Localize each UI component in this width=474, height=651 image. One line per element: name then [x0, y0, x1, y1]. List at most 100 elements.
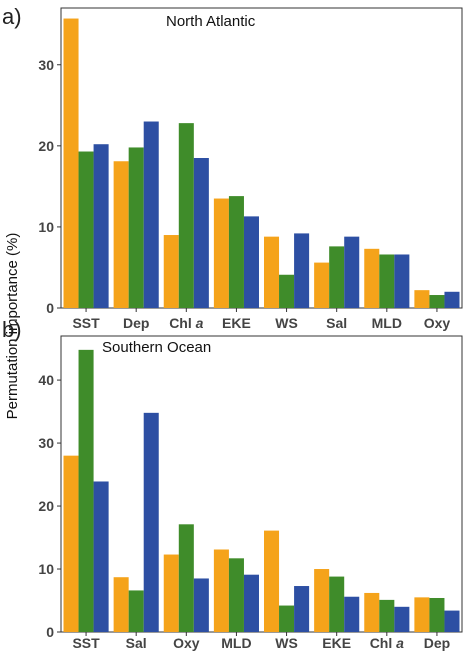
y-tick-label: 30 — [38, 435, 54, 451]
bar-sst-s2 — [78, 151, 94, 308]
x-tick-label-text: Sal — [326, 315, 347, 331]
bar-eke-s1 — [213, 198, 229, 308]
x-tick-label-italic: a — [196, 315, 204, 331]
bar-oxy-s2 — [429, 295, 445, 308]
bar-oxy-s3 — [193, 578, 209, 632]
x-tick-label: WS — [275, 635, 298, 651]
x-tick-label-italic: a — [396, 635, 404, 651]
y-tick-label: 20 — [38, 498, 54, 514]
x-tick-label: Sal — [126, 635, 147, 651]
bar-sal-s1 — [314, 262, 330, 308]
plot-frame — [60, 7, 463, 309]
x-tick-label: Oxy — [173, 635, 200, 651]
x-tick-label: Sal — [326, 315, 347, 331]
bar-mld-s2 — [379, 254, 395, 308]
bar-oxy-s3 — [444, 291, 460, 308]
x-tick-label: Dep — [123, 315, 149, 331]
x-tick-label: MLD — [372, 315, 402, 331]
x-tick-label-text: EKE — [322, 635, 351, 651]
bar-sal-s2 — [329, 246, 345, 308]
x-tick-label: MLD — [221, 635, 251, 651]
bar-sal-s3 — [143, 412, 159, 632]
bar-sst-s1 — [63, 18, 79, 309]
bar-oxy-s1 — [414, 290, 430, 308]
x-tick-label: Chl a — [169, 315, 203, 331]
bar-mld-s3 — [243, 574, 259, 632]
x-tick-label: Dep — [424, 635, 450, 651]
bar-dep-s2 — [128, 147, 144, 308]
bar-ws-s2 — [279, 605, 295, 632]
y-tick-label: 40 — [38, 372, 54, 388]
x-tick-label: EKE — [222, 315, 251, 331]
panel-b: b) Southern Ocean 0 10 20 30 40 SST Sal Oxy MLD WS E… — [2, 317, 463, 651]
bar-dep-s1 — [414, 597, 430, 632]
x-tick-label-text: Oxy — [424, 315, 451, 331]
bar-chl-a-s2 — [178, 123, 194, 308]
x-tick-label: SST — [72, 635, 100, 651]
y-tick-label: 30 — [38, 57, 54, 73]
bar-eke-s2 — [329, 576, 345, 632]
bar-sal-s3 — [344, 236, 360, 308]
x-tick-label-text: Dep — [424, 635, 450, 651]
x-tick-label-text: Sal — [126, 635, 147, 651]
bar-chl-a-s3 — [394, 606, 410, 632]
x-tick-label: SST — [72, 315, 100, 331]
x-tick-label-text: MLD — [221, 635, 251, 651]
bar-sst-s1 — [63, 455, 79, 632]
x-tick-label-text: Dep — [123, 315, 149, 331]
bar-sst-s2 — [78, 349, 94, 632]
bar-dep-s2 — [429, 597, 445, 632]
bar-eke-s3 — [243, 216, 259, 308]
plot-frame — [60, 335, 463, 633]
bar-sst-s3 — [93, 144, 109, 308]
x-tick-label-text: Oxy — [173, 635, 200, 651]
x-tick-label: WS — [275, 315, 298, 331]
bar-ws-s1 — [264, 236, 280, 308]
x-tick-label-text: MLD — [372, 315, 402, 331]
bar-chl-a-s3 — [193, 158, 209, 308]
bar-eke-s1 — [314, 569, 330, 632]
bar-ws-s2 — [279, 274, 295, 308]
x-tick-label-text: SST — [72, 635, 100, 651]
x-tick-label-text: Chl — [169, 315, 195, 331]
y-tick-label: 10 — [38, 561, 54, 577]
bar-ws-s1 — [264, 530, 280, 632]
y-tick-label: 0 — [46, 624, 54, 640]
bar-sst-s3 — [93, 481, 109, 632]
bar-ws-s3 — [294, 233, 310, 308]
y-axis-label: Permutation importance (%) — [4, 233, 21, 420]
bar-chl-a-s1 — [364, 592, 380, 632]
panel-letter: b) — [2, 317, 22, 342]
x-tick-label: Oxy — [424, 315, 451, 331]
bar-chl-a-s1 — [163, 235, 179, 308]
x-tick-label-text: WS — [275, 635, 298, 651]
x-tick-label-text: EKE — [222, 315, 251, 331]
panel-letter: a) — [2, 4, 22, 29]
y-tick-label: 20 — [38, 138, 54, 154]
bar-oxy-s2 — [178, 524, 194, 632]
bar-ws-s3 — [294, 586, 310, 632]
panel-title: Southern Ocean — [102, 339, 211, 356]
bar-dep-s1 — [113, 161, 129, 308]
bar-chl-a-s2 — [379, 599, 395, 632]
bar-oxy-s1 — [163, 554, 179, 632]
bar-sal-s1 — [113, 577, 129, 632]
y-tick-label: 10 — [38, 219, 54, 235]
x-tick-label: EKE — [322, 635, 351, 651]
bar-sal-s2 — [128, 590, 144, 632]
x-tick-label: Chl a — [370, 635, 404, 651]
bar-mld-s3 — [394, 254, 410, 308]
bar-mld-s1 — [364, 248, 380, 308]
y-tick-label: 0 — [46, 300, 54, 316]
x-tick-label-text: WS — [275, 315, 298, 331]
panel-title: North Atlantic — [166, 13, 256, 30]
bar-mld-s1 — [213, 549, 229, 632]
panel-a: a) North Atlantic 0 10 20 30 SST Dep Chl a EKE WS S… — [2, 4, 463, 331]
x-tick-label-text: Chl — [370, 635, 396, 651]
bar-dep-s3 — [143, 121, 159, 308]
bar-eke-s3 — [344, 596, 360, 632]
x-tick-label-text: SST — [72, 315, 100, 331]
bar-eke-s2 — [228, 196, 244, 308]
bar-dep-s3 — [444, 610, 460, 632]
